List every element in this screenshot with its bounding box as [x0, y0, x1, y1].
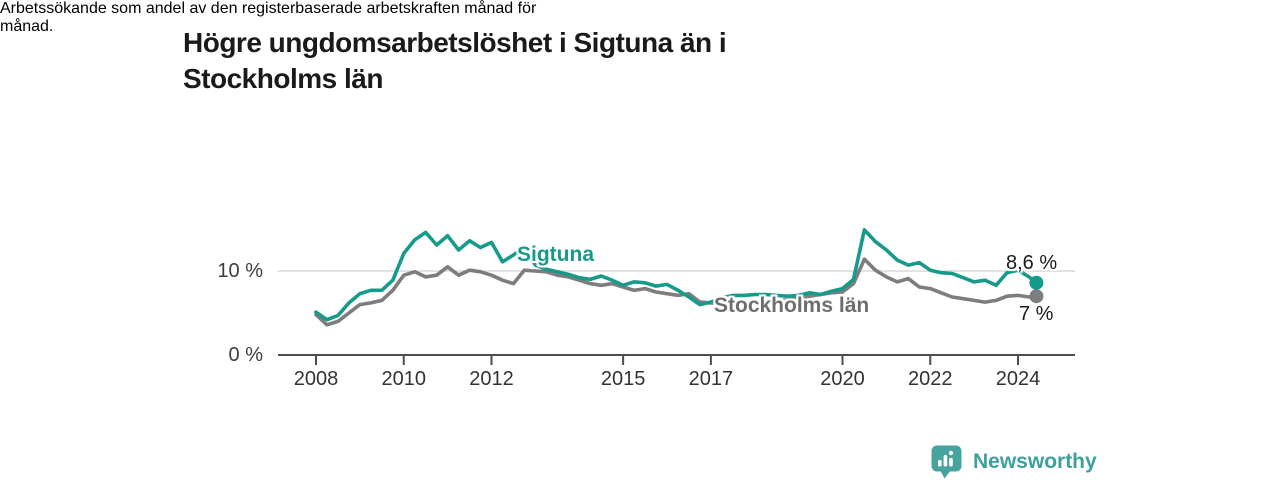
series-end-dot [1029, 275, 1044, 290]
x-tick-label: 2015 [600, 368, 646, 390]
chart-subtitle-line-1: Arbetssökande som andel av den registerb… [0, 0, 537, 17]
newsworthy-logo-text: Newsworthy [973, 450, 1097, 473]
x-tick-label: 2022 [908, 368, 953, 390]
end-value-label-sigtuna: 8,6 % [1006, 252, 1058, 274]
x-tick-label: 2010 [381, 368, 427, 390]
newsworthy-logo[interactable]: Newsworthy [931, 445, 1097, 479]
newsworthy-logo-icon [931, 445, 962, 479]
x-tick-label: 2020 [820, 368, 865, 390]
x-tick-label: 2012 [469, 368, 514, 390]
x-tick-label: 2024 [995, 368, 1041, 390]
series-line-stockholms-l-n [314, 257, 1039, 327]
series-line-sigtuna [314, 228, 1039, 322]
x-tick-label: 2017 [688, 368, 734, 390]
end-value-label-stockholms-lan: 7 % [1019, 303, 1054, 325]
y-tick-label: 10 % [217, 260, 263, 282]
chart-title-line-2: Stockholms län [183, 62, 383, 94]
series-label-stockholms-lan: Stockholms län [714, 294, 870, 317]
x-tick-label: 2008 [293, 368, 339, 390]
series-end-dot [1029, 289, 1044, 304]
chart-title-line-1: Högre ungdomsarbetslöshet i Sigtuna än i [183, 26, 727, 58]
chart-title: Högre ungdomsarbetslöshet i Sigtuna än i… [183, 25, 963, 97]
series-label-sigtuna: Sigtuna [517, 243, 594, 266]
y-tick-label: 0 % [228, 344, 263, 366]
chart-subtitle-line-2: månad. [0, 18, 54, 35]
